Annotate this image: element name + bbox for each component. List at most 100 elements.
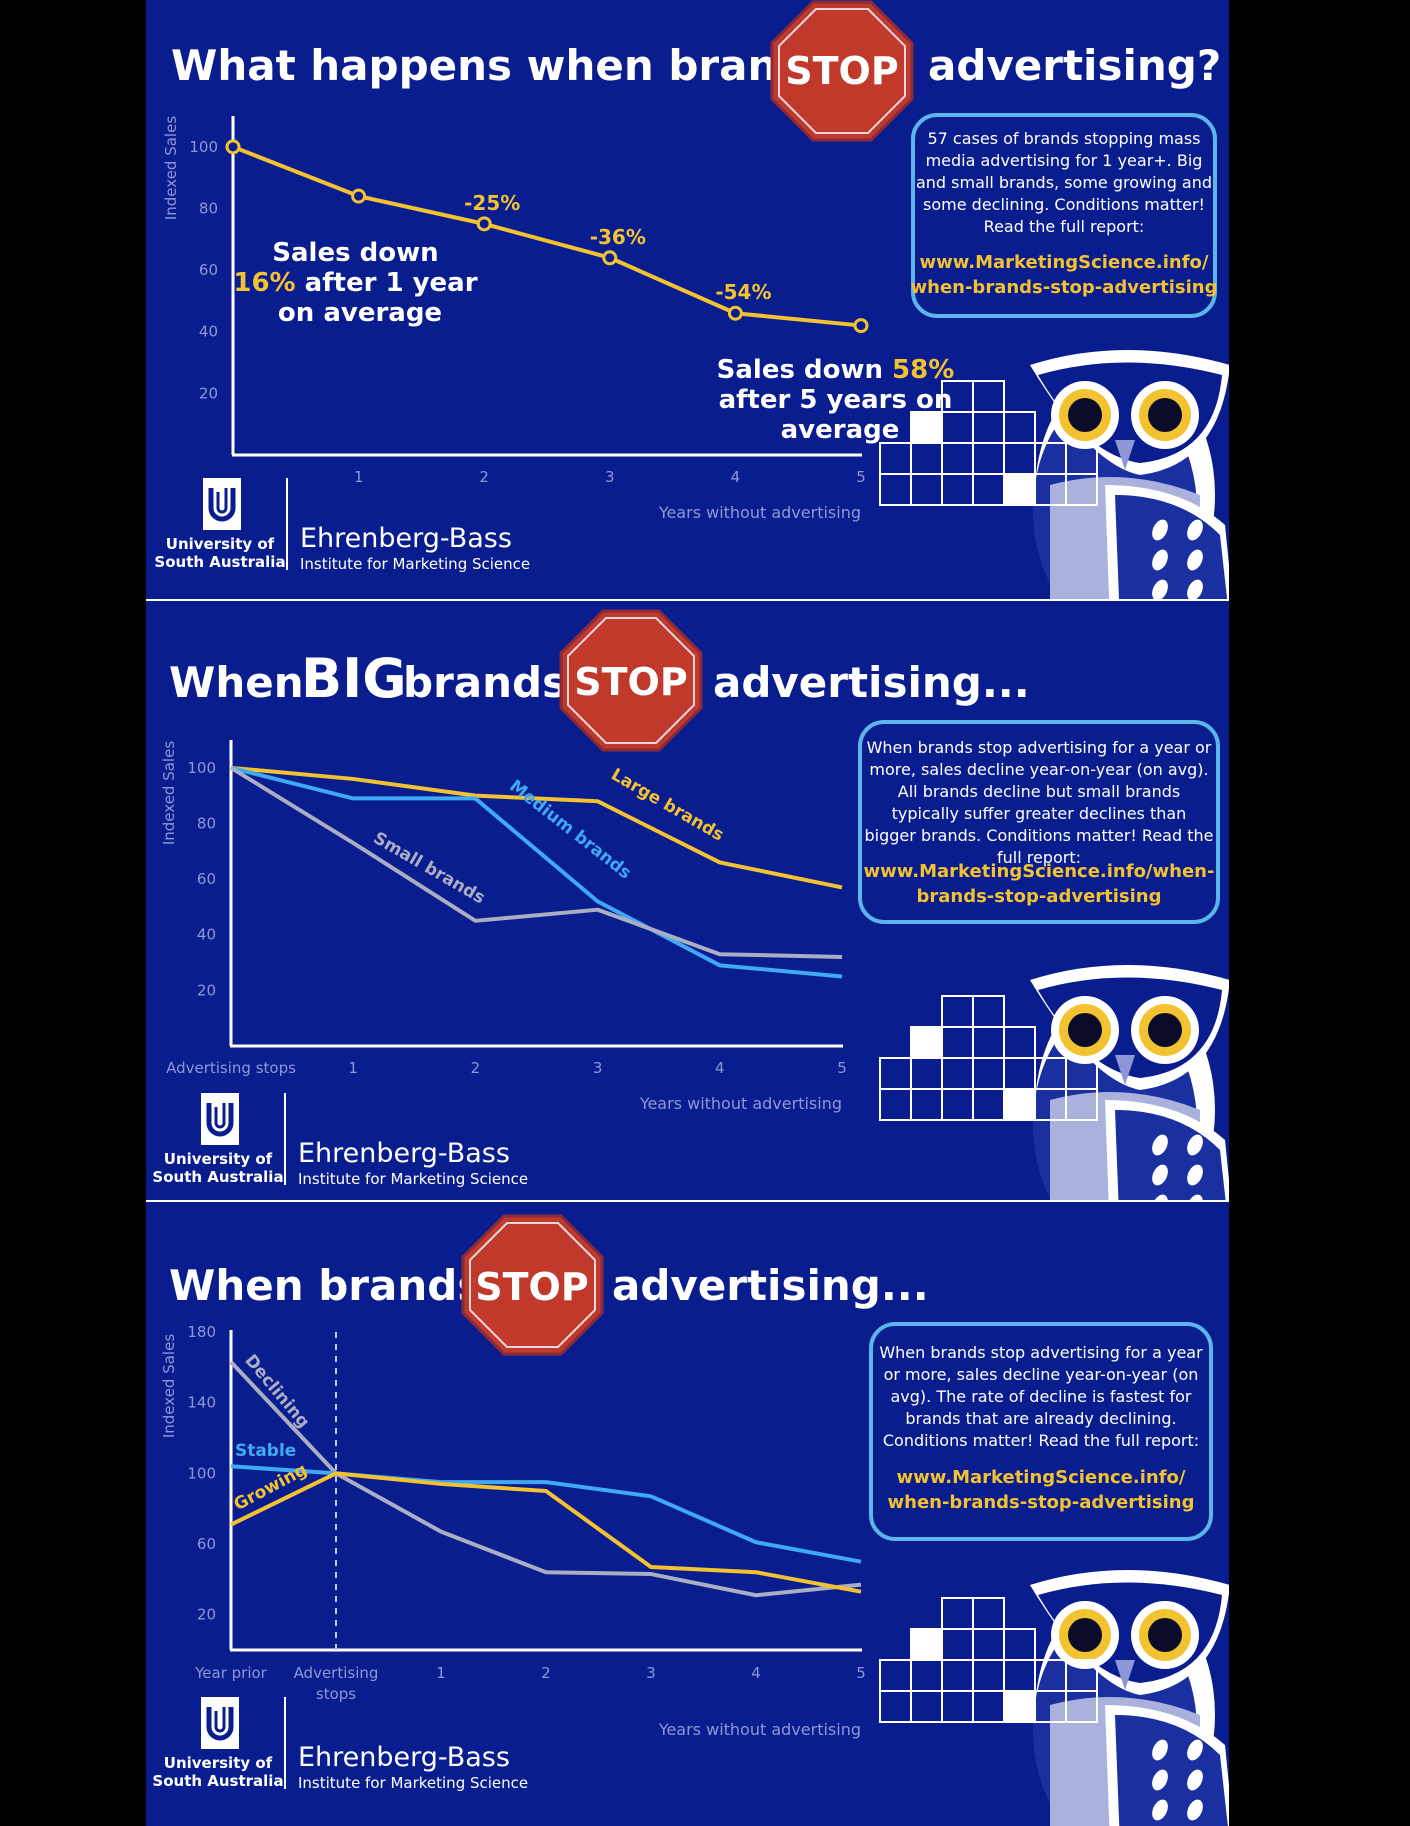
series-line-growing xyxy=(230,1471,862,1594)
data-point xyxy=(351,188,367,204)
grid-squares-decoration xyxy=(879,380,1098,506)
institute-name: Ehrenberg-Bass xyxy=(298,1138,510,1169)
annotation-1-line3: on average xyxy=(278,298,442,328)
chart-2: Indexed Sales Years without advertising … xyxy=(160,740,847,1113)
data-point xyxy=(225,139,241,155)
university-name: University of South Australia xyxy=(152,1150,283,1186)
y-tick-labels: 180 140 100 60 20 xyxy=(187,1323,216,1624)
y-tick-label: 40 xyxy=(199,323,218,341)
y-tick-label: 60 xyxy=(197,870,216,888)
info-box-1: 57 cases of brands stopping mass media ad… xyxy=(911,113,1218,318)
x-tick-label: 4 xyxy=(715,1059,725,1077)
logo-2: University of South Australia Ehrenberg-B… xyxy=(152,1093,528,1188)
title-1-before: What happens when brands xyxy=(171,41,832,90)
stop-sign-inner-border xyxy=(469,1222,596,1348)
x-tick-label: 4 xyxy=(751,1664,761,1682)
y-axis-label: Indexed Sales xyxy=(160,741,178,845)
y-axis-label: Indexed Sales xyxy=(162,116,180,220)
annotation-1-highlight: 16% xyxy=(233,268,295,298)
series-label: Large brands xyxy=(607,765,727,846)
y-tick-labels: 100 80 60 40 20 xyxy=(187,759,216,1000)
institute-name: Ehrenberg-Bass xyxy=(298,1742,510,1773)
x-tick-label: 5 xyxy=(856,468,866,486)
university-shield-icon xyxy=(203,478,241,530)
x-axis-label: Years without advertising xyxy=(658,1720,861,1739)
y-tick-label: 100 xyxy=(187,759,216,777)
info-box-border xyxy=(911,113,1217,318)
x-tick-label: 3 xyxy=(605,468,615,486)
x-tick-label: Advertising stops xyxy=(294,1664,379,1703)
owl-icon xyxy=(1030,350,1229,599)
data-point xyxy=(727,305,743,321)
series-label: Medium brands xyxy=(505,776,634,883)
info-box-border xyxy=(858,720,1220,924)
stop-sign-text: STOP xyxy=(785,49,898,93)
y-tick-label: 80 xyxy=(199,199,218,217)
institute-name: Ehrenberg-Bass xyxy=(300,523,512,554)
grid-squares-decoration xyxy=(879,995,1098,1121)
annotation-2-line1: Sales down 58% xyxy=(717,355,955,385)
x-tick-label: 1 xyxy=(348,1059,358,1077)
y-axis-label: Indexed Sales xyxy=(160,1334,178,1438)
annotation-2-line2: after 5 years on xyxy=(719,385,953,415)
y-tick-label: 60 xyxy=(199,261,218,279)
x-tick-label: 3 xyxy=(646,1664,656,1682)
institute-subtitle: Institute for Marketing Science xyxy=(298,1170,528,1188)
y-tick-label: 40 xyxy=(197,926,216,944)
series-lines xyxy=(229,765,843,979)
panel-1: What happens when brands STOP advertisin… xyxy=(154,0,1229,599)
y-tick-label: 100 xyxy=(187,1464,216,1482)
x-tick-labels: Advertising stops 1 2 3 4 5 xyxy=(166,1059,847,1077)
x-tick-labels: Year prior Advertising stops 1 2 3 4 5 xyxy=(194,1664,866,1703)
y-tick-label: 20 xyxy=(197,1606,216,1624)
stop-sign-text: STOP xyxy=(475,1265,588,1309)
series-lines xyxy=(229,1360,862,1598)
y-tick-label: 140 xyxy=(187,1394,216,1412)
y-tick-label: 60 xyxy=(197,1535,216,1553)
institute-subtitle: Institute for Marketing Science xyxy=(298,1774,528,1792)
info-box-link[interactable]: www.MarketingScience.info/when-brands-st… xyxy=(864,861,1215,907)
stop-sign-2: STOP xyxy=(559,609,703,752)
annotation-1-line2-text: after 1 year xyxy=(296,268,478,298)
x-tick-label: 3 xyxy=(593,1059,603,1077)
title-2: When BIG brands STOP advertising... xyxy=(169,609,1030,752)
owl-icon xyxy=(1030,1570,1229,1826)
series-label: Declining xyxy=(240,1351,313,1432)
x-tick-label: Year prior xyxy=(194,1664,268,1682)
info-box-link[interactable]: www.MarketingScience.info/when-brands-st… xyxy=(888,1467,1195,1513)
stop-sign-1: STOP xyxy=(770,0,914,142)
x-tick-labels: 1 2 3 4 5 xyxy=(354,468,866,486)
series-line-medium-brands xyxy=(230,765,843,979)
university-name: University of South Australia xyxy=(152,1754,283,1790)
y-tick-label: 100 xyxy=(189,138,218,156)
stop-sign-shape xyxy=(770,0,914,142)
logo-3: University of South Australia Ehrenberg-B… xyxy=(152,1697,528,1792)
x-tick-label: 1 xyxy=(354,468,364,486)
title-2-mid: brands xyxy=(403,658,567,707)
info-box-text: When brands stop advertising for a year o… xyxy=(879,1343,1203,1450)
title-2-after: advertising... xyxy=(713,658,1030,707)
stop-sign-text: STOP xyxy=(574,660,687,704)
x-tick-label: 5 xyxy=(856,1664,866,1682)
y-tick-label: 180 xyxy=(187,1323,216,1341)
info-box-text: When brands stop advertising for a year … xyxy=(865,738,1214,867)
title-2-big: BIG xyxy=(301,647,407,710)
series-label: Stable xyxy=(235,1441,296,1461)
series-label: Small brands xyxy=(370,828,489,908)
title-3-after: advertising... xyxy=(612,1261,929,1310)
series-line xyxy=(232,144,862,328)
title-1: What happens when brands STOP advertisin… xyxy=(171,0,1221,142)
annotation-1-line1: Sales down xyxy=(272,238,438,268)
info-box-link[interactable]: www.MarketingScience.info/when-brands-st… xyxy=(911,252,1218,298)
info-box-2: When brands stop advertising for a year … xyxy=(858,720,1220,924)
annotation-2-line3: average xyxy=(781,415,900,445)
x-tick-label: 5 xyxy=(837,1059,847,1077)
info-box-3: When brands stop advertising for a year o… xyxy=(869,1322,1213,1541)
owl-decoration-3 xyxy=(879,1570,1229,1826)
panel-2: When BIG brands STOP advertising... Inde… xyxy=(152,609,1229,1200)
x-axis-label: Years without advertising xyxy=(639,1094,842,1113)
stop-sign-3: STOP xyxy=(461,1214,604,1356)
owl-icon xyxy=(1030,965,1229,1200)
x-tick-label: 1 xyxy=(436,1664,446,1682)
grid-squares-decoration xyxy=(879,1597,1098,1723)
